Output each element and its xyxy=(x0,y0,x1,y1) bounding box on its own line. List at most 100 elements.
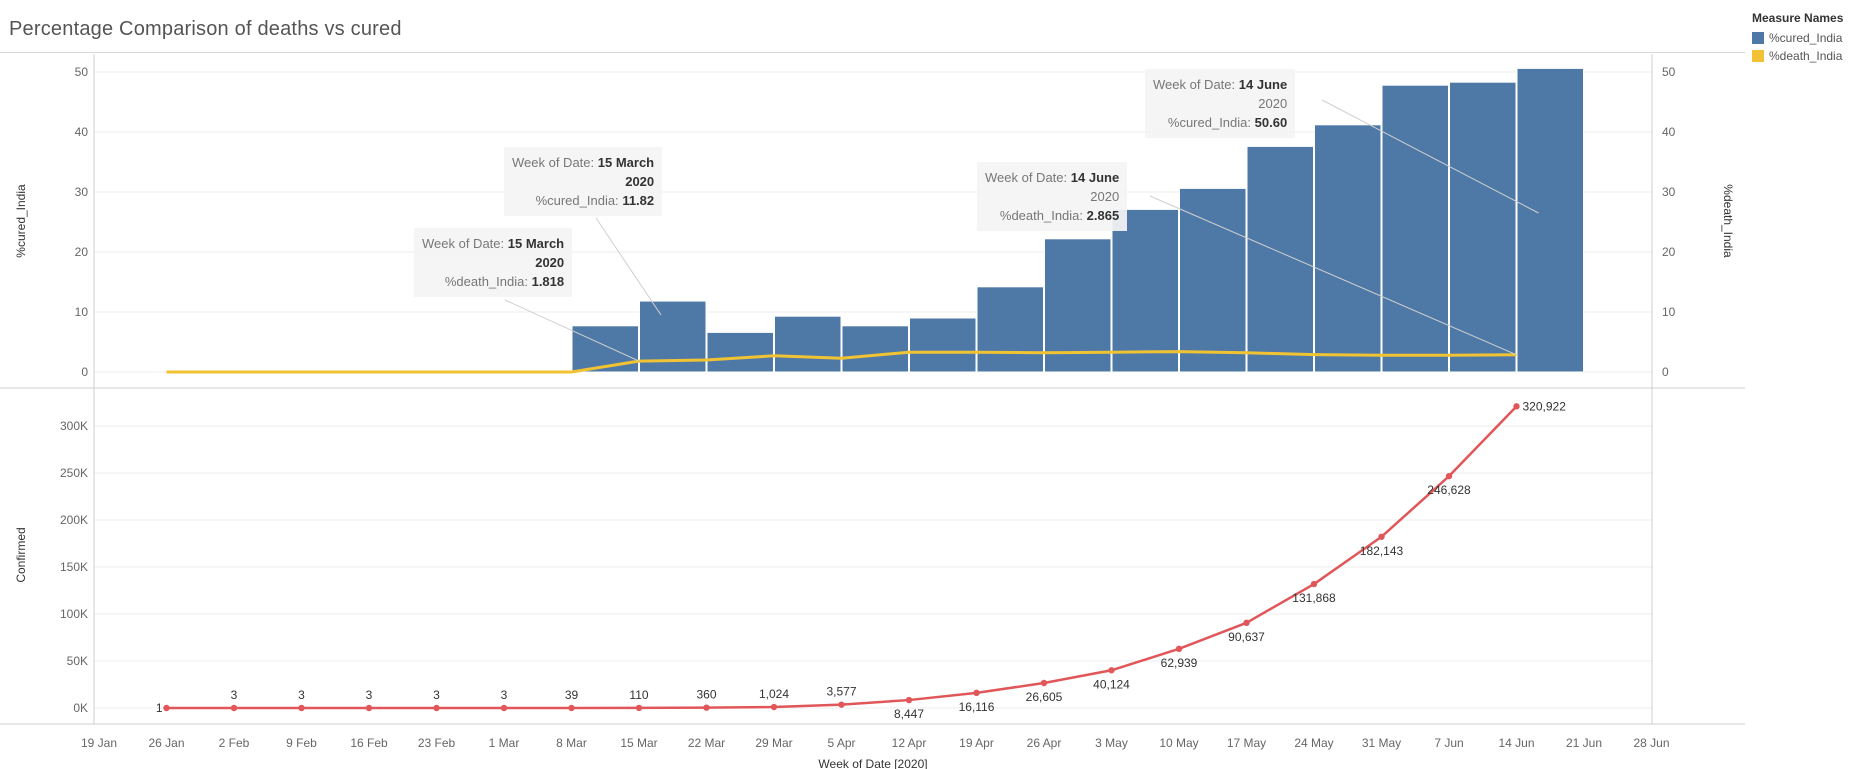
confirmed-data-label: 110 xyxy=(629,688,648,702)
legend-swatch-cured xyxy=(1752,32,1764,44)
confirmed-data-label: 26,605 xyxy=(1026,690,1063,704)
cured-bar xyxy=(775,316,842,372)
y-tick-label: 250K xyxy=(60,466,88,480)
tooltip-prefix: Week of Date: xyxy=(422,236,504,251)
legend-item-death[interactable]: %death_India xyxy=(1752,47,1843,65)
tooltip-cured-14-june: Week of Date: 14 June 2020 %cured_India:… xyxy=(1145,69,1295,138)
tooltip-death-14-june: Week of Date: 14 June 2020 %death_India:… xyxy=(977,162,1127,231)
tooltip-year: 2020 xyxy=(535,255,564,270)
confirmed-point xyxy=(906,697,912,703)
y-tick-label: 20 xyxy=(75,245,89,259)
y-tick-label: 40 xyxy=(75,125,89,139)
tooltip-date: 15 March xyxy=(598,155,654,170)
y-tick-label: 10 xyxy=(75,305,89,319)
legend: Measure Names %cured_India %death_India xyxy=(1752,11,1843,65)
y-tick-label: 0K xyxy=(73,701,88,715)
tooltip-measure: %cured_India: xyxy=(536,193,619,208)
confirmed-point xyxy=(1243,620,1249,626)
cured-bar xyxy=(1180,188,1247,372)
tooltip-measure: %cured_India: xyxy=(1168,115,1251,130)
confirmed-point xyxy=(973,690,979,696)
cured-bar xyxy=(1517,68,1584,372)
tooltip-date: 14 June xyxy=(1239,77,1287,92)
confirmed-line xyxy=(163,403,1519,711)
cured-bar xyxy=(1315,125,1382,372)
confirmed-data-label: 3 xyxy=(298,688,305,702)
y-tick-label: 200K xyxy=(60,513,88,527)
y-tick-label: 30 xyxy=(75,185,89,199)
x-tick-label: 23 Feb xyxy=(418,736,456,750)
legend-label-death: %death_India xyxy=(1769,49,1842,63)
confirmed-data-label: 90,637 xyxy=(1228,630,1265,644)
confirmed-data-label: 39 xyxy=(565,688,579,702)
confirmed-point xyxy=(703,704,709,710)
x-tick-label: 21 Jun xyxy=(1566,736,1602,750)
x-tick-label: 10 May xyxy=(1159,736,1198,750)
x-tick-label: 1 Mar xyxy=(489,736,520,750)
x-tick-label: 31 May xyxy=(1362,736,1401,750)
confirmed-data-label: 320,922 xyxy=(1523,399,1567,413)
x-tick-label: 14 Jun xyxy=(1498,736,1534,750)
confirmed-data-label: 1 xyxy=(156,701,163,715)
y-tick-label: 150K xyxy=(60,560,88,574)
confirmed-point xyxy=(1311,581,1317,587)
confirmed-data-label: 131,868 xyxy=(1292,591,1336,605)
combined-chart: 0 10 20 30 40 50 0 10 20 30 40 50 %cured_India %death… xyxy=(0,0,1745,769)
x-tick-label: 8 Mar xyxy=(556,736,587,750)
y-tick-label: 300K xyxy=(60,419,88,433)
legend-item-cured[interactable]: %cured_India xyxy=(1752,29,1843,47)
x-tick-label: 28 Jun xyxy=(1633,736,1669,750)
y2-tick-label: 50 xyxy=(1662,65,1676,79)
confirmed-data-label: 360 xyxy=(696,688,716,702)
confirmed-point xyxy=(636,705,642,711)
x-tick-label: 3 May xyxy=(1095,736,1128,750)
bottom-panel-grid xyxy=(94,426,1652,708)
confirmed-point xyxy=(298,705,304,711)
tooltip-year: 2020 xyxy=(625,174,654,189)
tooltip-measure: %death_India: xyxy=(445,274,528,289)
tooltip-leader-line xyxy=(596,218,661,315)
confirmed-point xyxy=(366,705,372,711)
tooltip-value: 50.60 xyxy=(1255,115,1288,130)
confirmed-data-label: 8,447 xyxy=(894,707,924,721)
x-axis-title: Week of Date [2020] xyxy=(818,757,927,769)
cured-bar xyxy=(1450,82,1517,372)
confirmed-point xyxy=(568,705,574,711)
x-tick-label: 15 Mar xyxy=(620,736,657,750)
legend-swatch-death xyxy=(1752,50,1764,62)
y-tick-label: 50K xyxy=(67,654,88,668)
tooltip-year: 2020 xyxy=(1258,96,1287,111)
x-tick-label: 29 Mar xyxy=(755,736,792,750)
tooltip-value: 2.865 xyxy=(1087,208,1120,223)
confirmed-point xyxy=(163,705,169,711)
confirmed-data-label: 1,024 xyxy=(759,687,789,701)
y-axis-title: %cured_India xyxy=(14,184,28,258)
confirmed-point xyxy=(433,705,439,711)
y-axis-title: Confirmed xyxy=(14,527,28,582)
y-tick-label: 0 xyxy=(81,365,88,379)
tooltip-death-15-march: Week of Date: 15 March 2020 %death_India… xyxy=(414,228,572,297)
x-tick-label: 9 Feb xyxy=(286,736,317,750)
confirmed-data-label: 62,939 xyxy=(1161,656,1198,670)
confirmed-data-label: 246,628 xyxy=(1427,483,1471,497)
cured-bar xyxy=(842,326,909,372)
tooltip-prefix: Week of Date: xyxy=(985,170,1067,185)
y-tick-label: 50 xyxy=(75,65,89,79)
confirmed-point xyxy=(1041,680,1047,686)
confirmed-point xyxy=(1176,646,1182,652)
cured-bar xyxy=(910,318,977,372)
y2-tick-label: 40 xyxy=(1662,125,1676,139)
cured-bar xyxy=(1112,209,1179,372)
legend-title: Measure Names xyxy=(1752,11,1843,25)
cured-bar xyxy=(707,332,774,372)
tooltip-value: 1.818 xyxy=(532,274,565,289)
confirmed-data-label: 3 xyxy=(433,688,440,702)
x-tick-label: 19 Apr xyxy=(959,736,994,750)
confirmed-point xyxy=(231,705,237,711)
confirmed-point xyxy=(501,705,507,711)
x-tick-label: 26 Apr xyxy=(1027,736,1062,750)
confirmed-data-label: 182,143 xyxy=(1360,544,1404,558)
confirmed-data-label: 16,116 xyxy=(959,700,995,714)
confirmed-data-labels: 13 3 3 3 3 39 110 360 1,024 3,5778,44716,11626,60… xyxy=(156,399,1566,721)
tooltip-date: 14 June xyxy=(1071,170,1119,185)
